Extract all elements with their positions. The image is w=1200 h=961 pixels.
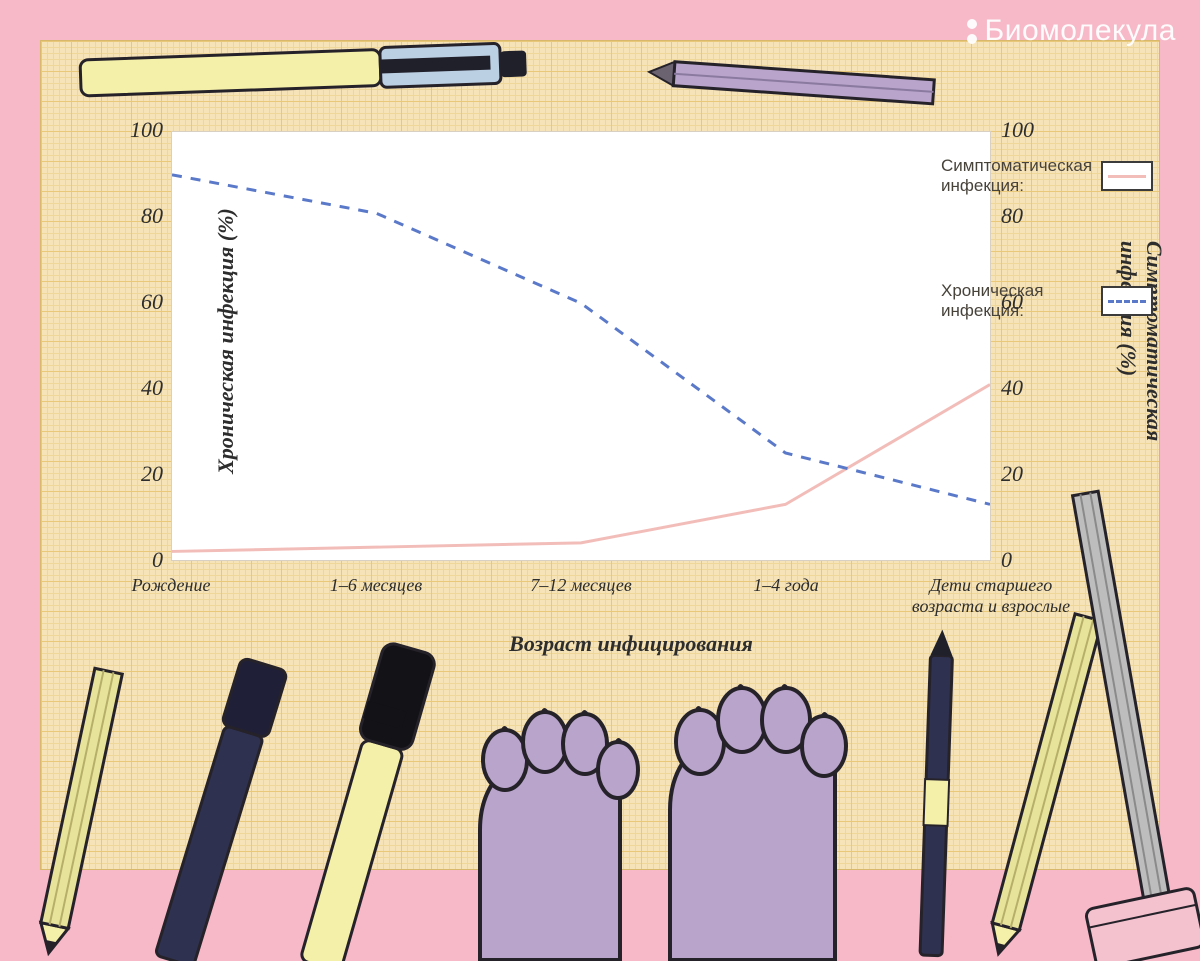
ytick-right: 20	[1001, 461, 1051, 487]
x-category: 1–4 года	[701, 575, 871, 596]
chart-svg	[172, 132, 990, 560]
y-axis-label-left: Хроническая инфекция (%)	[213, 208, 239, 474]
watermark-icon	[967, 19, 977, 44]
ytick-left: 60	[113, 289, 163, 315]
legend-symptomatic-swatch	[1101, 161, 1153, 191]
watermark-text: Биомолекула	[985, 14, 1176, 48]
ytick-right: 60	[1001, 289, 1051, 315]
ytick-left: 100	[113, 117, 163, 143]
ytick-right: 0	[1001, 547, 1051, 573]
ytick-right: 100	[1001, 117, 1051, 143]
line-symptomatic	[172, 385, 990, 552]
x-category: Дети старшего возраста и взрослые	[906, 575, 1076, 617]
ytick-left: 40	[113, 375, 163, 401]
ytick-left: 0	[113, 547, 163, 573]
ytick-right: 40	[1001, 375, 1051, 401]
x-category: 7–12 месяцев	[496, 575, 666, 596]
legend-symptomatic-label: Симптоматическая инфекция:	[941, 156, 1091, 197]
y-axis-label-right: Симптоматическая инфекция (%)	[1115, 241, 1167, 441]
x-axis-label: Возраст инфицирования	[431, 631, 831, 657]
ytick-right: 80	[1001, 203, 1051, 229]
ytick-left: 20	[113, 461, 163, 487]
x-category: Рождение	[86, 575, 256, 596]
chart-plot	[171, 131, 991, 561]
ytick-left: 80	[113, 203, 163, 229]
x-category: 1–6 месяцев	[291, 575, 461, 596]
watermark: Биомолекула	[967, 14, 1176, 48]
legend-symptomatic: Симптоматическая инфекция:	[941, 156, 1153, 197]
graph-paper-panel: Хроническая инфекция (%) Симптоматическа…	[40, 40, 1160, 870]
legend-chronic-swatch	[1101, 286, 1153, 316]
